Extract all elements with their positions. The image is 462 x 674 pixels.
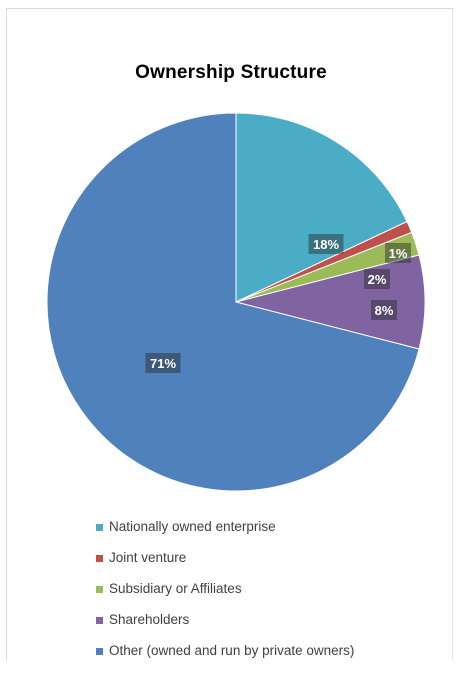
chart-title: Ownership Structure — [135, 62, 327, 83]
legend-swatch — [96, 648, 103, 655]
legend-item-shareholders: Shareholders — [96, 612, 354, 643]
pie-slice-0 — [235, 112, 408, 303]
data-label-shareholders-value-bg — [371, 300, 397, 320]
legend-swatch — [96, 617, 103, 624]
data-label-shareholders-bg — [364, 269, 390, 289]
legend-label: Subsidiary or Affiliates — [109, 581, 242, 596]
legend-label: Other (owned and run by private owners) — [109, 643, 355, 658]
pie-slice-4 — [46, 112, 420, 492]
legend-item-other: Other (owned and run by private owners) — [96, 643, 354, 674]
chart-frame-edge — [452, 8, 453, 660]
legend-label: Nationally owned enterprise — [109, 519, 276, 534]
pie-slice-3 — [235, 254, 426, 350]
data-label-nationally-owned: 18% — [313, 237, 339, 252]
legend-item-nationally-owned: Nationally owned enterprise — [96, 519, 354, 550]
data-label-nationally-owned-bg — [308, 234, 344, 254]
data-label-subsidiary-bg — [385, 243, 411, 263]
legend-label: Joint venture — [109, 550, 187, 565]
legend-swatch — [96, 555, 103, 562]
legend-label: Shareholders — [109, 612, 190, 627]
data-label-other-bg — [145, 353, 181, 373]
legend-item-subsidiary: Subsidiary or Affiliates — [96, 581, 354, 612]
legend-swatch — [96, 524, 103, 531]
data-label-shareholders: 2% — [368, 272, 387, 287]
data-label-shareholders-value: 8% — [375, 303, 394, 318]
data-label-other: 71% — [150, 356, 176, 371]
legend-swatch — [96, 586, 103, 593]
legend: Nationally owned enterprise Joint ventur… — [96, 519, 354, 674]
legend-item-joint-venture: Joint venture — [96, 550, 354, 581]
chart-frame — [6, 8, 454, 660]
data-label-subsidiary: 1% — [389, 246, 408, 261]
